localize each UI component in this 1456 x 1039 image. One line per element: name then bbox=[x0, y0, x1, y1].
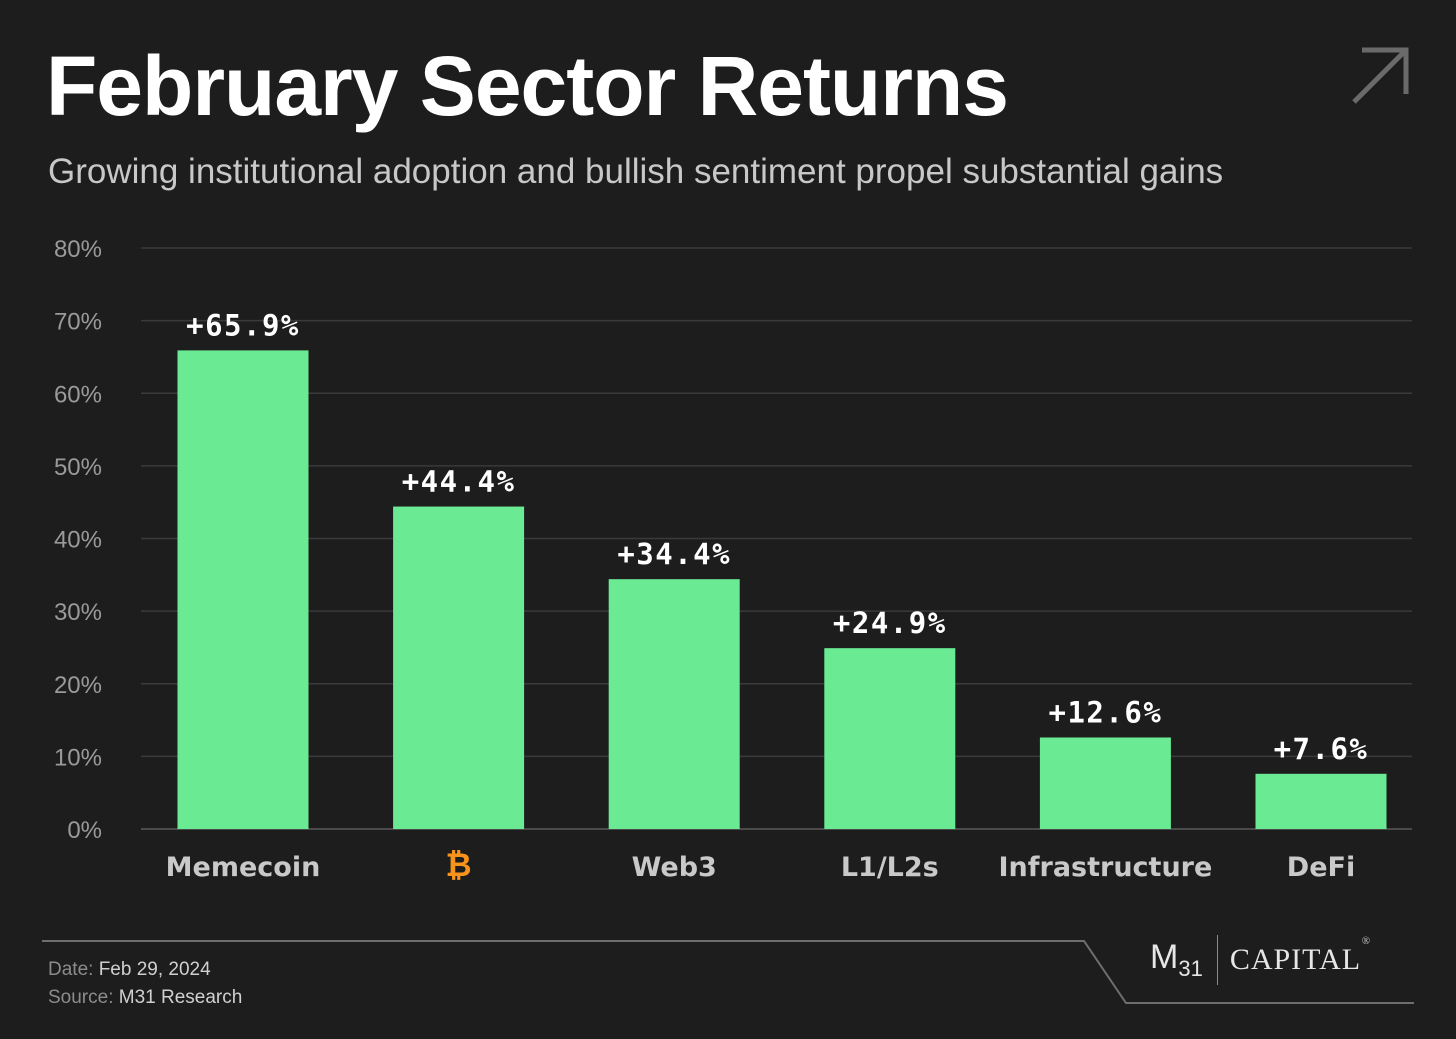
logo-separator bbox=[1216, 935, 1218, 985]
source-value: M31 Research bbox=[118, 987, 243, 1008]
data-label: +65.9% bbox=[186, 308, 300, 342]
bar bbox=[608, 579, 740, 829]
data-labels: +65.9% +44.4% +34.4% +24.9% +12.6% +7.6% bbox=[186, 308, 1369, 766]
y-tick-label: 70% bbox=[54, 309, 102, 336]
bar-chart: 0%10%20%30%40%50%60%70%80% +65.9%+44.4%+… bbox=[54, 236, 1412, 884]
y-tick-label: 80% bbox=[54, 236, 102, 263]
chart-title: February Sector Returns bbox=[46, 39, 1009, 133]
data-label: +24.9% bbox=[833, 606, 947, 640]
data-label: +44.4% bbox=[402, 465, 516, 499]
x-tick-label: Infrastructure bbox=[998, 852, 1212, 883]
m31-capital-logo: M31 CAPITAL ® bbox=[1150, 932, 1372, 988]
gridlines bbox=[141, 247, 1412, 830]
data-label: +34.4% bbox=[617, 537, 731, 571]
arrow-up-right-icon bbox=[1352, 47, 1409, 104]
footer-source: Source: M31 Research bbox=[48, 987, 242, 1009]
logo-m31: M31 bbox=[1150, 938, 1203, 981]
y-tick-label: 30% bbox=[54, 599, 102, 626]
logo-capital: CAPITAL ® bbox=[1229, 935, 1372, 976]
footer-date: Date: Feb 29, 2024 bbox=[48, 959, 211, 981]
bar bbox=[177, 350, 309, 829]
bars bbox=[177, 350, 1387, 829]
date-key: Date: bbox=[48, 959, 94, 980]
x-axis-categories: Memecoin ₿ Web3 L1/L2s Infrastructure DeFi bbox=[166, 846, 1356, 884]
y-tick-label: 10% bbox=[54, 744, 102, 771]
bar bbox=[393, 506, 525, 829]
date-value: Feb 29, 2024 bbox=[98, 959, 211, 980]
y-tick-label: 40% bbox=[54, 527, 102, 554]
source-key: Source: bbox=[48, 987, 114, 1008]
y-tick-label: 0% bbox=[67, 817, 102, 844]
bar bbox=[1039, 737, 1171, 829]
x-tick-label: DeFi bbox=[1287, 852, 1355, 883]
data-label: +12.6% bbox=[1049, 695, 1163, 729]
x-tick-label: L1/L2s bbox=[841, 852, 939, 883]
y-tick-label: 20% bbox=[54, 672, 102, 699]
bar bbox=[824, 648, 956, 829]
bar bbox=[1255, 773, 1387, 829]
y-tick-label: 50% bbox=[54, 454, 102, 481]
y-axis-ticks: 0% 10% 20% 30% 40% 50% 60% 70% 80% bbox=[54, 236, 102, 844]
x-tick-label: Web3 bbox=[632, 852, 717, 883]
bitcoin-icon: ₿ bbox=[446, 846, 472, 884]
chart-subtitle: Growing institutional adoption and bulli… bbox=[48, 152, 1224, 191]
x-tick-label: Memecoin bbox=[166, 852, 321, 883]
y-tick-label: 60% bbox=[54, 381, 102, 408]
data-label: +7.6% bbox=[1274, 732, 1369, 766]
